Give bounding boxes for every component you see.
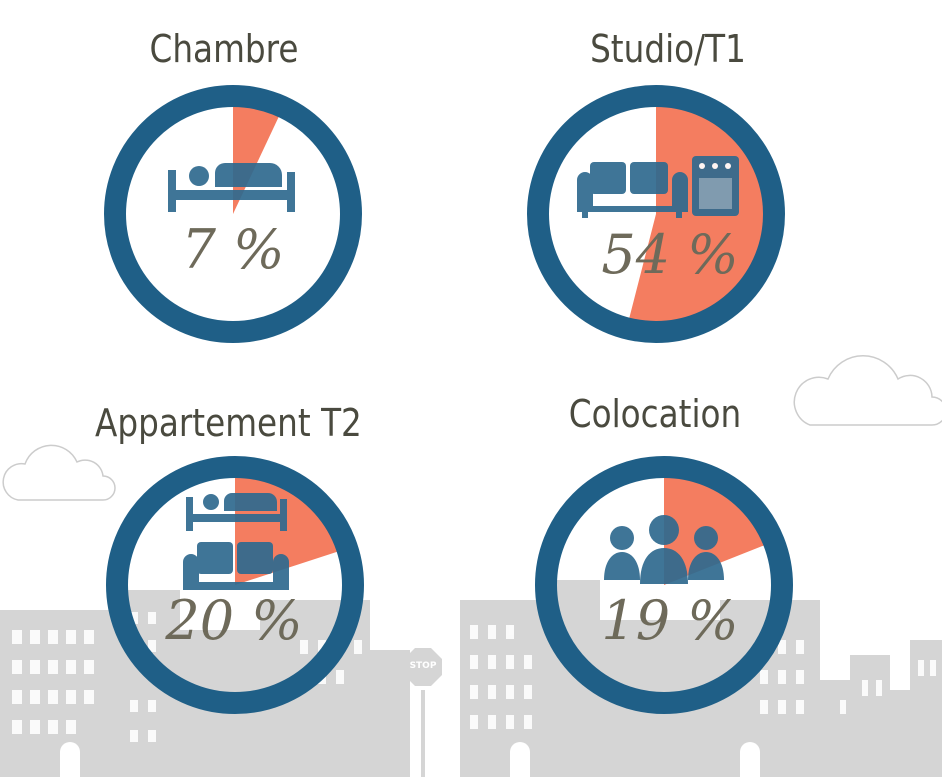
chart-title: Chambre <box>149 27 299 71</box>
pie-value-label: 7 % <box>181 218 285 281</box>
pie-ring <box>535 456 793 714</box>
cloud-icon <box>793 355 942 426</box>
pie-ring <box>527 85 785 343</box>
pie-value-label: 54 % <box>601 223 739 286</box>
pie-slice <box>664 467 774 585</box>
chart-title: Colocation <box>568 392 742 436</box>
cloud-icon <box>2 444 116 501</box>
bed-and-sofa-icon <box>183 493 289 590</box>
chart-title: Appartement T2 <box>95 401 362 445</box>
stop-sign-label: STOP <box>409 661 437 671</box>
pie-value-label: 20 % <box>165 589 303 652</box>
group-of-people-icon <box>604 515 724 584</box>
chart-title: Studio/T1 <box>590 27 746 71</box>
pie-value-label: 19 % <box>601 589 739 652</box>
bed-icon <box>168 163 295 212</box>
pie-ring <box>106 456 364 714</box>
stop-sign-icon <box>404 648 442 777</box>
pie-ring <box>104 85 362 343</box>
sofa-and-oven-icon <box>577 156 739 218</box>
